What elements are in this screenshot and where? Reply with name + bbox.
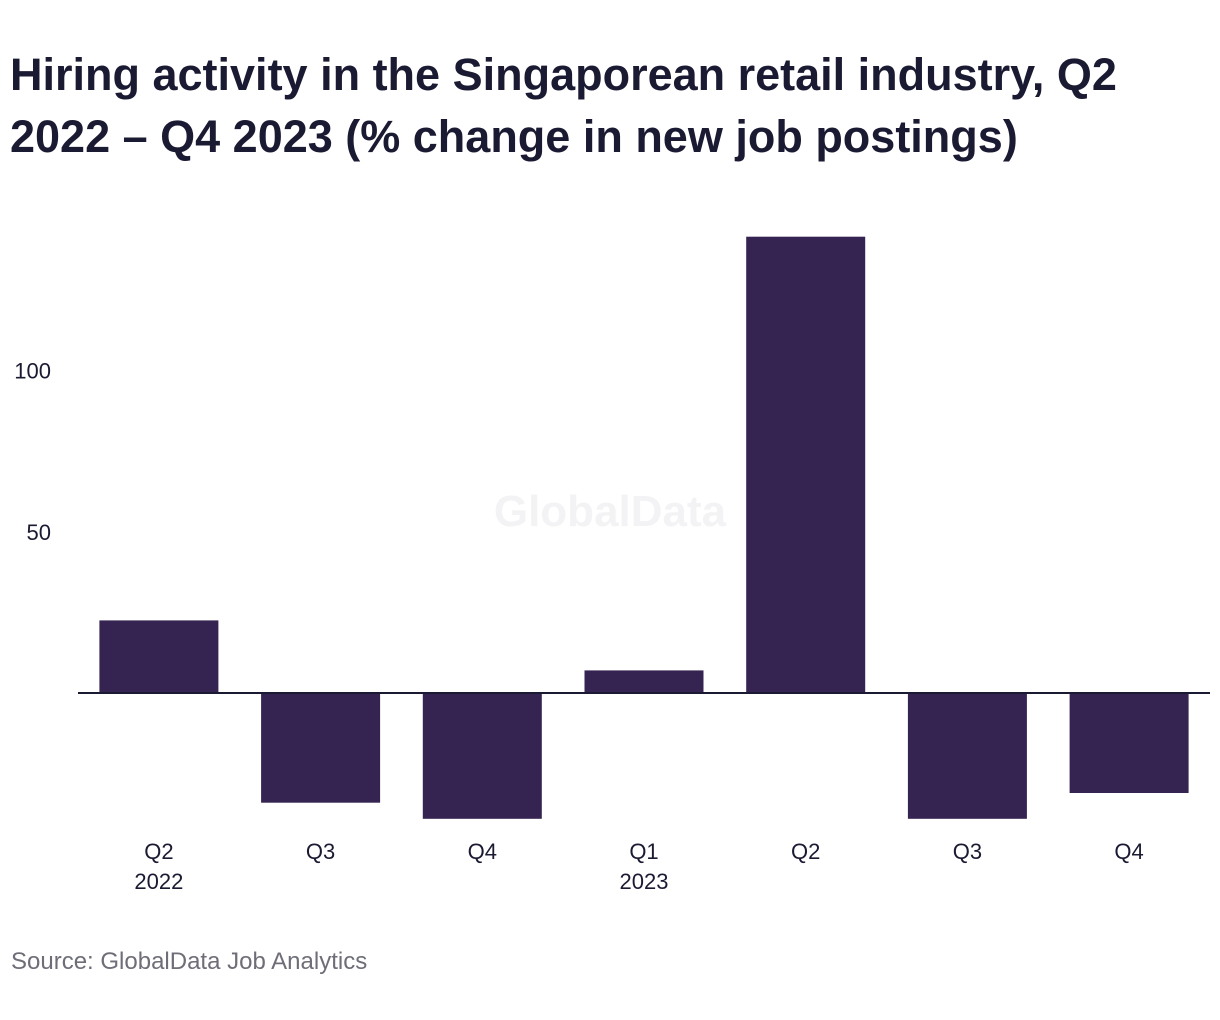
bar-6 <box>1069 693 1189 793</box>
y-axis-ticks: 50 100 <box>14 359 51 545</box>
x-category-label: Q2 <box>791 839 820 864</box>
watermark-text: GlobalData <box>494 487 727 536</box>
bar-3 <box>584 670 704 693</box>
y-tick-label: 50 <box>27 520 51 545</box>
bar-2 <box>422 693 542 819</box>
x-category-label: Q3 <box>306 839 335 864</box>
x-category-label: 2023 <box>620 869 669 894</box>
x-category-label: Q2 <box>144 839 173 864</box>
bar-1 <box>261 693 381 803</box>
source-note: Source: GlobalData Job Analytics <box>11 948 368 975</box>
bar-0 <box>99 620 219 693</box>
chart-title: Hiring activity in the Singaporean retai… <box>10 49 1117 162</box>
x-axis-categories: Q2 2022 Q3 Q4 Q1 2023 Q2 Q3 Q4 <box>134 839 1143 894</box>
x-category-label: Q4 <box>1114 839 1143 864</box>
bars-group <box>99 236 1189 819</box>
x-category-label: 2022 <box>134 869 183 894</box>
x-category-label: Q3 <box>953 839 982 864</box>
bar-4 <box>746 236 866 693</box>
y-tick-label: 100 <box>14 359 51 384</box>
x-category-label: Q4 <box>468 839 497 864</box>
x-category-label: Q1 <box>629 839 658 864</box>
bar-5 <box>907 693 1027 819</box>
